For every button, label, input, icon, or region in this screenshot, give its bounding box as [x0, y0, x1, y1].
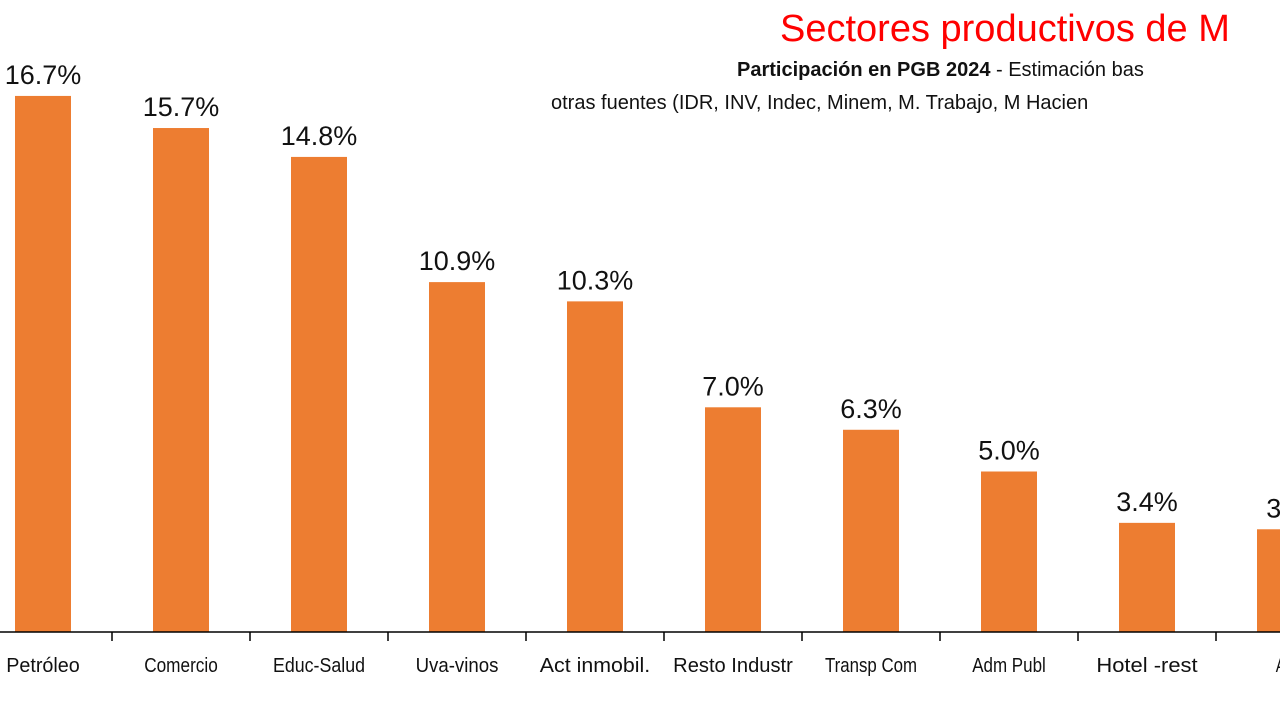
data-label-0: 16.7% [5, 60, 82, 90]
bar-4 [567, 301, 623, 632]
chart-subtitle: Participación en PGB 2024 - Estimación b… [737, 59, 1144, 82]
bar-0 [15, 95, 71, 633]
data-label-3: 10.9% [419, 246, 496, 276]
chart-subtitle-line2: otras fuentes (IDR, INV, Indec, Minem, M… [551, 92, 1089, 114]
data-labels-group: 16.7% 15.7% 14.8% 10.9% 10.3% 7.0% 6.3% 5.0% 3.4… [5, 60, 1280, 523]
category-label-6: Transp Com [825, 655, 917, 677]
bars-group [15, 95, 1280, 633]
category-label-0: Petróleo [6, 655, 80, 677]
bar-6 [843, 429, 899, 632]
data-label-5: 7.0% [702, 371, 764, 401]
bar-1 [153, 128, 209, 632]
category-label-5: Resto Industr [673, 655, 793, 677]
data-label-6: 6.3% [840, 394, 902, 424]
category-label-1: Comercio [144, 655, 218, 677]
data-label-1: 15.7% [143, 92, 220, 122]
category-label-4: Act inmobil. [540, 655, 650, 677]
category-label-2: Educ-Salud [273, 655, 365, 677]
data-label-4: 10.3% [557, 265, 634, 295]
data-label-9: 3.2 [1266, 493, 1280, 523]
bar-2 [291, 156, 347, 633]
x-axis [0, 631, 1280, 641]
bar-5 [705, 407, 761, 632]
category-label-8: Hotel -rest [1096, 655, 1198, 677]
subtitle-bold: Participación en PGB 2024 [737, 59, 991, 81]
bar-9 [1257, 529, 1280, 632]
data-label-2: 14.8% [281, 121, 358, 151]
category-label-7: Adm Publ [972, 655, 1046, 677]
data-label-8: 3.4% [1116, 487, 1178, 517]
data-label-7: 5.0% [978, 436, 1040, 466]
chart-title: Sectores productivos de M [780, 8, 1230, 50]
bar-7 [981, 471, 1037, 632]
bar-8 [1119, 522, 1175, 632]
category-labels-group: Petróleo Comercio Educ-Salud Uva-vinos Act i… [6, 655, 1280, 677]
category-label-9: Ag [1276, 655, 1280, 677]
category-label-3: Uva-vinos [416, 655, 499, 677]
bar-3 [429, 282, 485, 632]
subtitle-rest: - Estimación bas [990, 59, 1144, 81]
